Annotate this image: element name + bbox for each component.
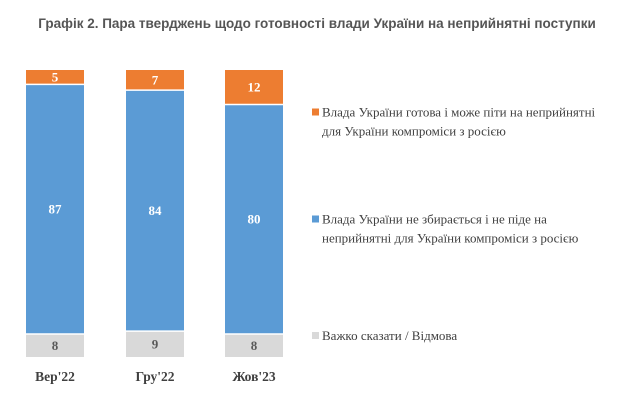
legend-swatch [312, 108, 319, 116]
chart-title: Графік 2. Пара тверджень щодо готовності… [38, 16, 596, 31]
x-tick-label: Вер'22 [35, 369, 75, 384]
data-label: 7 [152, 73, 159, 88]
bar-segment-2-2 [126, 90, 184, 332]
x-tick-label: Гру'22 [135, 369, 174, 384]
bar-segment-3-1 [26, 70, 84, 85]
labels-layer: 8 87 5 9 84 7 8 80 12 [49, 70, 261, 353]
bar-segment-2-3 [225, 104, 283, 335]
legend-label: Влада України готова і може піти на непр… [322, 105, 596, 139]
legend: Влада України готова і може піти на непр… [312, 105, 596, 343]
legend-label: Важко сказати / Відмова [322, 328, 457, 343]
x-axis-ticks: Вер'22 Гру'22 Жов'23 [35, 369, 276, 384]
bar-segment-3-2 [126, 70, 184, 91]
legend-item-2: Влада України не збирається і не піде на… [312, 212, 579, 246]
bar-segment-1-1 [26, 334, 84, 357]
bar-segment-2-1 [26, 84, 84, 335]
data-label: 80 [248, 212, 261, 227]
data-label: 5 [52, 70, 59, 85]
data-label: 84 [149, 203, 163, 218]
data-label: 87 [49, 202, 63, 217]
data-label: 12 [248, 80, 261, 95]
bar-segment-1-3 [225, 334, 283, 357]
bar-segment-3-3 [225, 70, 283, 105]
bar-segment-1-2 [126, 331, 184, 357]
legend-label: Влада України не збирається і не піде на… [322, 212, 579, 246]
legend-item-1: Важко сказати / Відмова [312, 328, 457, 343]
legend-swatch [312, 215, 319, 223]
legend-item-3: Влада України готова і може піти на непр… [312, 105, 596, 139]
x-tick-label: Жов'23 [232, 369, 276, 384]
data-label: 9 [152, 337, 159, 352]
legend-swatch [312, 332, 319, 339]
bars-layer [26, 70, 283, 357]
data-label: 8 [251, 338, 258, 353]
data-label: 8 [52, 338, 59, 353]
